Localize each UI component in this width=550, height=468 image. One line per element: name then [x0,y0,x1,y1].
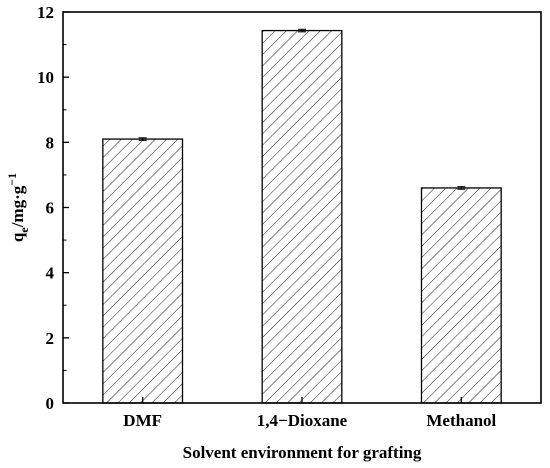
y-tick-label: 0 [46,394,55,413]
x-tick-label: Methanol [426,411,496,430]
x-tick-label: 1,4−Dioxane [257,411,348,430]
y-axis-title: qe/mg·g−1 [5,173,31,242]
y-tick-label: 8 [46,133,55,152]
y-tick-label: 4 [46,264,55,283]
y-axis-title-superscript: −1 [5,173,19,186]
bar [420,187,502,404]
y-tick-label: 10 [37,68,54,87]
x-tick-label: DMF [123,411,162,430]
bar [261,29,343,404]
bar [102,138,184,404]
y-tick-label: 6 [46,199,55,218]
y-axis-title-base: q [8,232,27,242]
y-axis-title-subscript: e [17,227,31,233]
y-tick-label: 12 [37,3,54,22]
plot-area-frame [62,11,542,404]
y-axis-ticks: 0 2 4 6 8 10 12 [37,3,69,413]
error-bars-layer [138,28,466,190]
x-axis-ticks: DMF 1,4−Dioxane Methanol [123,397,497,430]
y-tick-label: 2 [46,329,55,348]
bars-layer [102,29,502,404]
y-axis-title-unit: /mg·g [8,185,27,228]
x-axis-title: Solvent environment for grafting [183,443,422,462]
